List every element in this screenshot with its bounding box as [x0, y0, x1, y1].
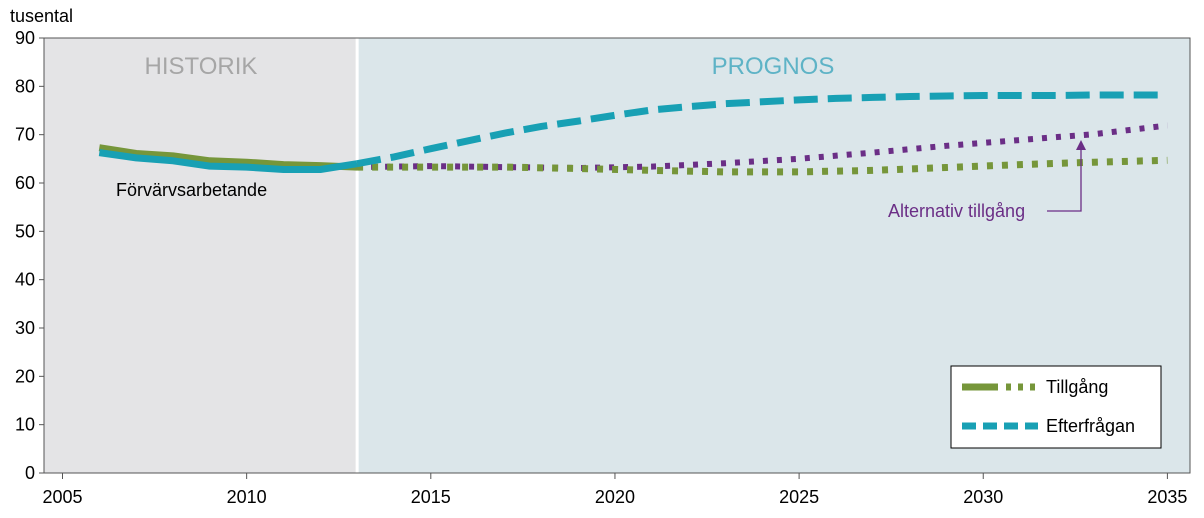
- x-tick-label-2035: 2035: [1147, 487, 1187, 507]
- region-label-historik: HISTORIK: [145, 53, 258, 80]
- y-tick-label-60: 60: [15, 173, 35, 193]
- region-label-prognos: PROGNOS: [712, 53, 835, 80]
- annotation-arrowhead: [1076, 140, 1086, 150]
- x-tick-label-2005: 2005: [42, 487, 82, 507]
- x-tick-label-2025: 2025: [779, 487, 819, 507]
- series-efterfragan-history-line: [98, 149, 358, 173]
- y-tick-label-50: 50: [15, 221, 35, 241]
- legend-label-efterfragan: Efterfrågan: [1046, 416, 1135, 436]
- y-tick-label-0: 0: [25, 463, 35, 483]
- y-tick-label-40: 40: [15, 270, 35, 290]
- y-axis-title: tusental: [10, 6, 73, 26]
- region-historik: [44, 38, 358, 473]
- annotation-leader-line: [1047, 147, 1082, 212]
- annotation-alternativ-tillgang: Alternativ tillgång: [888, 140, 1086, 221]
- annotation-alternativ-label: Alternativ tillgång: [888, 201, 1025, 221]
- series-layer: [98, 91, 1168, 176]
- legend-label-tillgang: Tillgång: [1046, 377, 1108, 397]
- x-tick-label-2015: 2015: [411, 487, 451, 507]
- y-tick-label-70: 70: [15, 125, 35, 145]
- y-tick-label-10: 10: [15, 415, 35, 435]
- legend-box: [950, 365, 1162, 449]
- y-tick-label-20: 20: [15, 366, 35, 386]
- series-efterfragan-forecast-line: [356, 91, 1168, 168]
- y-tick-label-80: 80: [15, 76, 35, 96]
- series-tillgang-forecast-line: [357, 156, 1168, 176]
- plot-frame: [43, 37, 1191, 474]
- x-tick-label-2030: 2030: [963, 487, 1003, 507]
- y-tick-label-30: 30: [15, 318, 35, 338]
- legend: Tillgång Efterfrågan: [950, 365, 1162, 449]
- y-tick-label-90: 90: [15, 28, 35, 48]
- x-tick-label-2010: 2010: [227, 487, 267, 507]
- annotation-forvarvsarbetande: Förvärvsarbetande: [116, 180, 267, 200]
- series-tillgang-history-line: [98, 144, 358, 171]
- x-tick-label-2020: 2020: [595, 487, 635, 507]
- series-alternativ-tillgang-line: [357, 122, 1168, 172]
